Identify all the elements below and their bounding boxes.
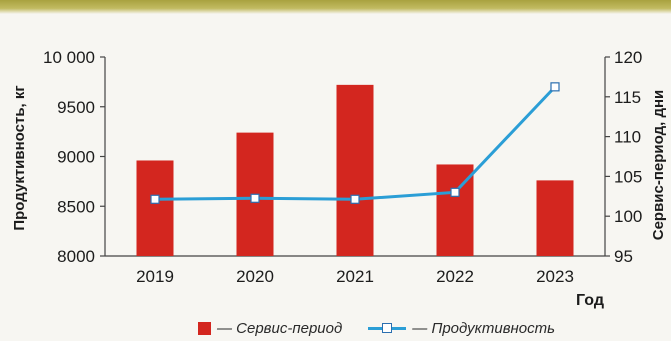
- x-tick-label: 2023: [536, 267, 574, 286]
- line-series-productivity: [150, 82, 560, 204]
- left-tick-label: 8000: [57, 247, 95, 266]
- left-tick-label: 9000: [57, 148, 95, 167]
- x-tick-label: 2021: [336, 267, 374, 286]
- right-tick-label: 120: [614, 48, 642, 67]
- line-point-2020: [250, 193, 260, 203]
- legend-line-label: — Продуктивность: [412, 319, 556, 337]
- bar-series-service-period: [136, 84, 574, 256]
- left-axis-title: Продуктивность, кг: [11, 85, 28, 230]
- x-tick-label: 2019: [136, 267, 174, 286]
- line-point-2019: [150, 194, 160, 204]
- x-tick-label: 2022: [436, 267, 474, 286]
- left-axis-ticks: 8000 8500 9000 9500 10 000: [43, 48, 105, 266]
- right-tick-label: 105: [614, 167, 642, 186]
- line-point-2021: [350, 194, 360, 204]
- line-point-2022: [450, 187, 460, 197]
- top-decorative-band: [0, 0, 671, 14]
- bar-2021: [336, 84, 374, 256]
- right-tick-label: 115: [614, 88, 641, 107]
- bar-2019: [136, 160, 174, 256]
- chart-legend: — Сервис-период — Продуктивность: [198, 318, 555, 338]
- legend-line-swatch: [368, 321, 407, 335]
- right-axis-ticks: 95 100 105 110 115 120: [605, 48, 642, 266]
- right-tick-label: 100: [614, 207, 642, 226]
- legend-bar-swatch: [198, 321, 211, 335]
- right-axis-title: Сервис-период, дни: [650, 90, 667, 241]
- left-tick-label: 10 000: [43, 48, 95, 67]
- bar-2023: [536, 180, 574, 256]
- line-point-2023: [550, 82, 560, 92]
- right-tick-label: 95: [614, 247, 633, 266]
- right-tick-label: 110: [614, 128, 641, 147]
- left-tick-label: 8500: [57, 197, 95, 216]
- legend-bar-label: — Сервис-период: [217, 319, 343, 337]
- x-axis-ticks: 2019 2020 2021 2022 2023: [136, 267, 574, 286]
- left-tick-label: 9500: [57, 98, 95, 117]
- x-axis-title: Год: [576, 292, 604, 309]
- x-tick-label: 2020: [236, 267, 274, 286]
